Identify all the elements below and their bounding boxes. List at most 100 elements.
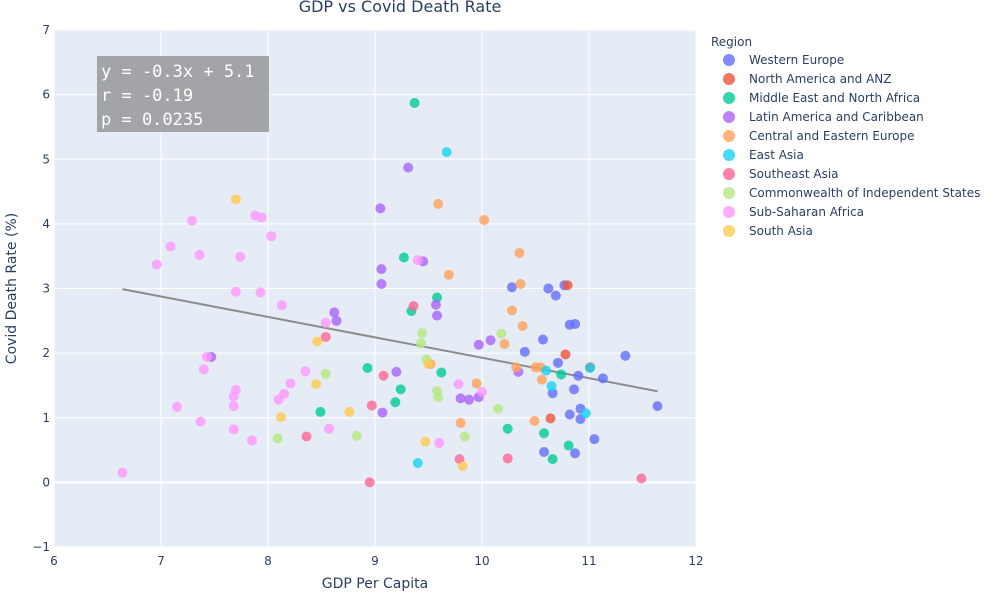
point-central-and-eastern-europe: [515, 278, 526, 289]
legend-marker: [723, 187, 735, 199]
point-sub-saharan-africa: [266, 231, 277, 242]
point-southeast-asia: [502, 453, 513, 464]
point-east-asia: [546, 381, 557, 392]
point-east-asia: [585, 362, 596, 373]
point-western-europe: [570, 448, 581, 459]
annotation-line: y = -0.3x + 5.1: [101, 62, 255, 82]
point-western-europe: [539, 447, 550, 458]
point-middle-east-and-north-africa: [556, 369, 567, 380]
point-east-asia: [580, 408, 591, 419]
x-tick-label: 12: [688, 554, 703, 568]
point-sub-saharan-africa: [320, 317, 331, 328]
y-tick-label: 0: [42, 475, 50, 489]
legend-label: Middle East and North Africa: [749, 91, 920, 105]
legend-label: East Asia: [749, 148, 804, 162]
point-middle-east-and-north-africa: [362, 362, 373, 373]
point-latin-america-and-caribbean: [391, 366, 402, 377]
point-sub-saharan-africa: [187, 215, 198, 226]
point-central-and-eastern-europe: [455, 417, 466, 428]
point-north-america-and-anz: [562, 280, 573, 291]
point-commonwealth-of-independent-states: [433, 392, 444, 403]
point-sub-saharan-africa: [228, 424, 239, 435]
point-western-europe: [569, 384, 580, 395]
point-middle-east-and-north-africa: [395, 384, 406, 395]
point-latin-america-and-caribbean: [464, 394, 475, 405]
point-sub-saharan-africa: [165, 241, 176, 252]
point-middle-east-and-north-africa: [409, 98, 420, 109]
point-north-america-and-anz: [560, 349, 571, 360]
point-western-europe: [564, 409, 575, 420]
point-sub-saharan-africa: [477, 386, 487, 397]
point-sub-saharan-africa: [198, 364, 209, 375]
point-latin-america-and-caribbean: [376, 278, 387, 289]
point-sub-saharan-africa: [285, 378, 296, 389]
annotation-line: r = -0.19: [101, 86, 193, 106]
y-tick-label: 7: [42, 23, 50, 37]
point-sub-saharan-africa: [230, 286, 241, 297]
point-latin-america-and-caribbean: [329, 307, 340, 318]
legend-label: North America and ANZ: [749, 72, 892, 86]
point-sub-saharan-africa: [276, 300, 287, 311]
legend-title: Region: [711, 35, 752, 49]
point-southeast-asia: [320, 331, 331, 342]
point-commonwealth-of-independent-states: [320, 368, 331, 379]
point-sub-saharan-africa: [323, 423, 334, 434]
point-east-asia: [412, 457, 423, 468]
trendline: [122, 288, 658, 393]
legend-marker: [723, 225, 735, 237]
legend-label: Central and Eastern Europe: [749, 129, 915, 143]
point-south-asia: [344, 406, 355, 417]
point-southeast-asia: [636, 473, 647, 484]
annotation-box: [97, 56, 269, 132]
point-sub-saharan-africa: [434, 437, 445, 448]
point-sub-saharan-africa: [195, 416, 206, 427]
point-sub-saharan-africa: [228, 391, 239, 402]
y-axis-title: Covid Death Rate (%): [4, 213, 20, 364]
point-southeast-asia: [301, 431, 312, 442]
grid: [53, 29, 697, 548]
x-tick-label: 8: [264, 554, 272, 568]
point-middle-east-and-north-africa: [539, 428, 550, 439]
x-tick-label: 10: [474, 554, 489, 568]
legend-marker: [723, 168, 735, 180]
point-central-and-eastern-europe: [479, 214, 490, 225]
legend-label: Southeast Asia: [749, 167, 839, 181]
y-tick-label: 5: [42, 152, 50, 166]
point-western-europe: [552, 357, 563, 368]
point-southeast-asia: [378, 370, 389, 381]
annotation-line: p = 0.0235: [101, 110, 203, 130]
point-southeast-asia: [366, 400, 377, 411]
point-sub-saharan-africa: [235, 251, 246, 262]
point-western-europe: [589, 434, 600, 445]
points-layer: [117, 98, 663, 488]
point-middle-east-and-north-africa: [436, 367, 447, 378]
legend-label: Latin America and Caribbean: [749, 110, 924, 124]
legend-marker: [723, 149, 735, 161]
x-tick-label: 6: [50, 554, 58, 568]
point-sub-saharan-africa: [412, 255, 423, 266]
legend-marker: [723, 73, 735, 85]
chart-title: GDP vs Covid Death Rate: [299, 0, 502, 16]
point-middle-east-and-north-africa: [563, 440, 574, 451]
point-commonwealth-of-independent-states: [496, 328, 507, 339]
x-tick-label: 9: [371, 554, 379, 568]
point-sub-saharan-africa: [246, 435, 257, 446]
point-western-europe: [573, 370, 584, 381]
point-western-europe: [543, 283, 554, 294]
legend-label: Western Europe: [749, 53, 844, 67]
point-western-europe: [519, 346, 530, 357]
point-latin-america-and-caribbean: [430, 299, 441, 310]
point-sub-saharan-africa: [117, 467, 128, 478]
point-central-and-eastern-europe: [433, 198, 444, 209]
point-central-and-eastern-europe: [517, 320, 528, 331]
legend-marker: [723, 130, 735, 142]
point-central-and-eastern-europe: [511, 362, 522, 373]
y-tick-label: −1: [32, 540, 50, 554]
point-latin-america-and-caribbean: [432, 310, 443, 321]
trendline-layer: [122, 288, 658, 393]
point-latin-america-and-caribbean: [376, 264, 387, 275]
point-central-and-eastern-europe: [499, 339, 510, 350]
